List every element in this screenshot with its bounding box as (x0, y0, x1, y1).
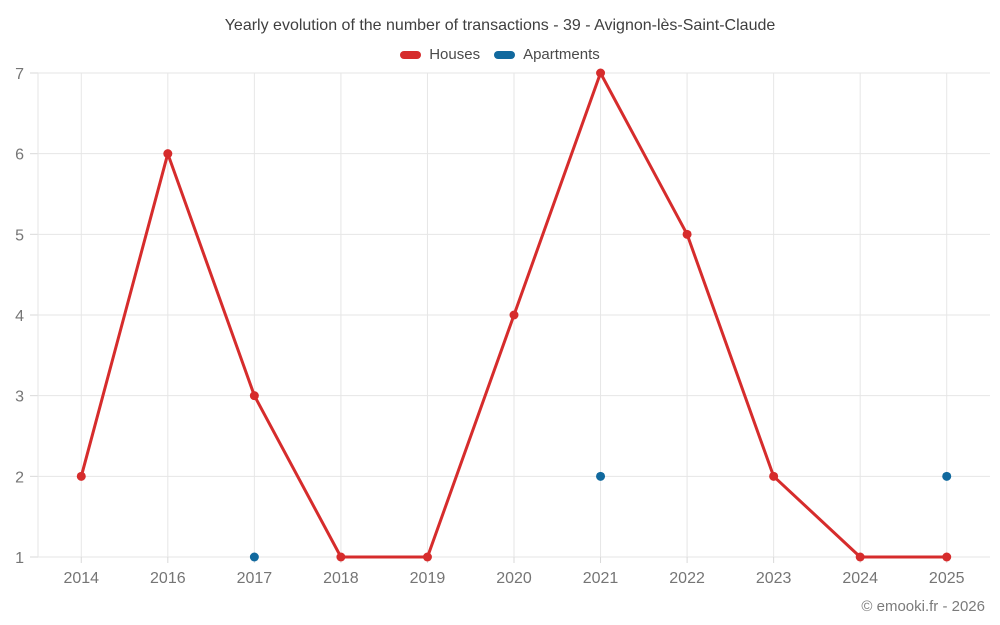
y-tick-label: 5 (15, 227, 24, 244)
legend-item-apartments[interactable]: Apartments (494, 46, 600, 63)
x-tick-label: 2016 (150, 570, 186, 587)
y-tick-label: 6 (15, 147, 24, 164)
x-tick-label: 2021 (583, 570, 619, 587)
houses-point[interactable] (682, 229, 692, 239)
y-tick-label: 2 (15, 469, 24, 486)
apartments-point[interactable] (249, 552, 259, 562)
x-tick-label: 2018 (323, 570, 359, 587)
apartments-swatch-icon (494, 50, 516, 59)
y-tick-label: 7 (15, 66, 24, 83)
houses-swatch-icon (400, 50, 422, 59)
houses-point[interactable] (942, 552, 952, 562)
x-tick-label: 2023 (756, 570, 792, 587)
apartments-point[interactable] (596, 471, 606, 481)
x-tick-label: 2022 (669, 570, 705, 587)
x-tick-label: 2024 (842, 570, 878, 587)
legend-label-apartments: Apartments (523, 46, 600, 63)
houses-point[interactable] (422, 552, 432, 562)
y-tick-label: 4 (15, 308, 24, 325)
legend-item-houses[interactable]: Houses (400, 46, 480, 63)
x-tick-label: 2017 (237, 570, 273, 587)
x-tick-label: 2014 (63, 570, 99, 587)
x-tick-label: 2025 (929, 570, 965, 587)
houses-point[interactable] (769, 471, 779, 481)
apartments-point[interactable] (942, 471, 952, 481)
houses-point[interactable] (76, 471, 86, 481)
houses-point[interactable] (596, 68, 606, 78)
y-tick-label: 1 (15, 550, 24, 567)
chart-legend: Houses Apartments (0, 46, 1000, 63)
x-tick-label: 2019 (410, 570, 446, 587)
legend-label-houses: Houses (429, 46, 481, 63)
chart-title: Yearly evolution of the number of transa… (224, 17, 776, 34)
houses-point[interactable] (509, 310, 519, 320)
credit-text: © emooki.fr - 2026 (861, 598, 985, 615)
houses-point[interactable] (336, 552, 346, 562)
y-tick-label: 3 (15, 389, 24, 406)
houses-point[interactable] (163, 149, 173, 159)
houses-point[interactable] (855, 552, 865, 562)
houses-point[interactable] (249, 391, 259, 401)
x-tick-label: 2020 (496, 570, 532, 587)
